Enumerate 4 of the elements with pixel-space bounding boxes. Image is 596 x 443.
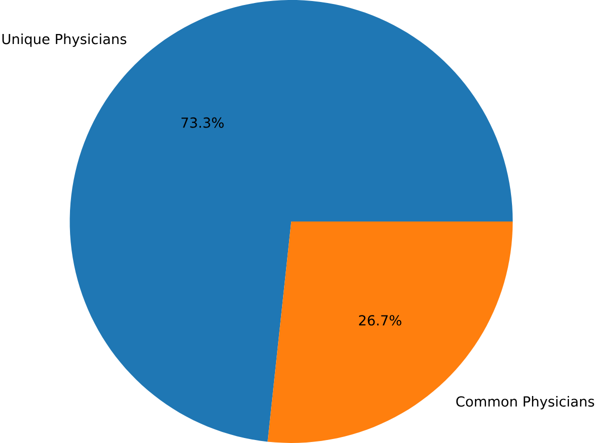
slice-label: Unique Physicians: [2, 34, 126, 47]
data-label: 73.3%: [182, 117, 224, 128]
data-label: 26.7%: [359, 315, 402, 326]
slice-label: Common Physicians: [456, 396, 594, 410]
